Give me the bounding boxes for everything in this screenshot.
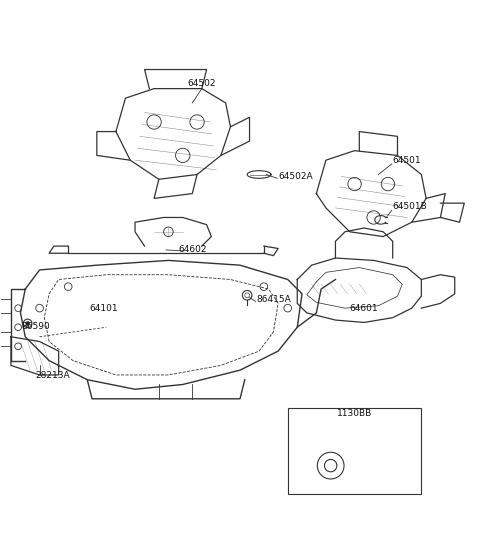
Bar	[288, 409, 421, 494]
Text: 86415A: 86415A	[257, 295, 291, 304]
Text: 64501B: 64501B	[393, 202, 428, 211]
Text: 1130BB: 1130BB	[337, 409, 372, 418]
Text: 64602: 64602	[178, 245, 206, 254]
Text: 64502: 64502	[188, 79, 216, 88]
Text: 64502A: 64502A	[278, 172, 313, 181]
Text: 28213A: 28213A	[36, 371, 71, 380]
Circle shape	[26, 321, 30, 325]
Text: 64101: 64101	[90, 305, 118, 314]
Text: 64501: 64501	[393, 155, 421, 164]
Text: 64601: 64601	[350, 304, 378, 312]
Text: 86590: 86590	[22, 322, 50, 331]
